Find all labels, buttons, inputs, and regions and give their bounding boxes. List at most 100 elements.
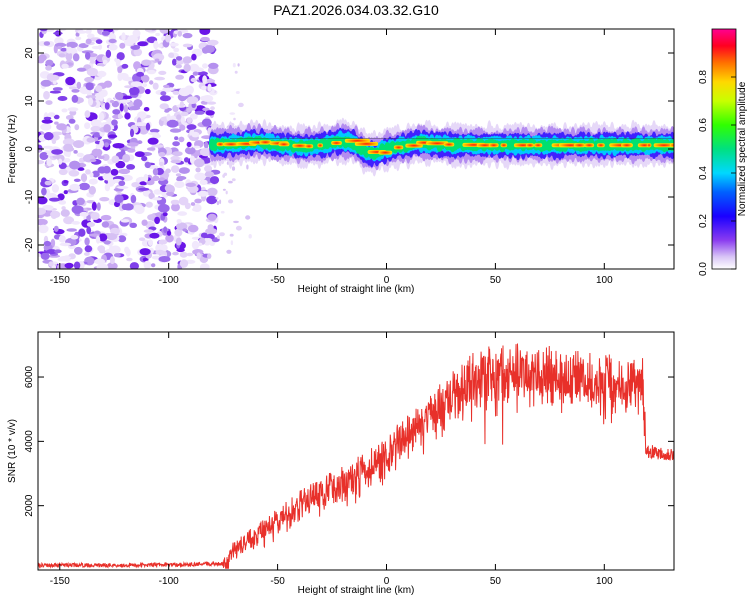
noise-blob — [96, 70, 107, 78]
noise-blob — [57, 257, 68, 262]
noise-blob — [248, 234, 252, 239]
noise-blob — [63, 180, 69, 184]
x-tick-label: -50 — [270, 275, 285, 286]
noise-blob — [106, 233, 118, 241]
noise-blob — [147, 69, 156, 75]
noise-blob — [78, 228, 86, 237]
noise-blob — [186, 117, 192, 124]
noise-blob — [192, 249, 204, 255]
noise-blob — [235, 225, 242, 231]
noise-blob — [204, 79, 216, 83]
noise-blob — [206, 101, 217, 105]
noise-blob — [60, 209, 70, 217]
noise-blob — [168, 52, 175, 58]
noise-blob — [68, 86, 78, 90]
noise-blob — [208, 62, 219, 69]
noise-blob — [54, 37, 64, 45]
noise-blob — [45, 59, 54, 66]
noise-blob — [116, 52, 125, 61]
noise-blob — [137, 140, 143, 145]
noise-blob — [141, 59, 152, 66]
noise-blob — [98, 233, 108, 242]
noise-blob — [206, 195, 218, 205]
noise-blob — [104, 102, 110, 110]
colorbar-tick-label: 0.6 — [698, 118, 709, 132]
noise-blob — [170, 155, 180, 161]
signal-core — [646, 143, 652, 148]
noise-blob — [38, 160, 45, 165]
noise-blob — [123, 203, 134, 211]
noise-blob — [53, 114, 60, 120]
noise-blob — [99, 197, 110, 202]
noise-blob — [90, 119, 102, 127]
noise-blob — [159, 95, 171, 102]
noise-blob — [141, 155, 148, 162]
noise-blob — [43, 90, 50, 100]
noise-blob — [122, 154, 131, 163]
noise-blob — [182, 32, 193, 39]
noise-blob — [86, 137, 96, 143]
noise-blob — [54, 121, 59, 125]
noise-blob — [207, 39, 219, 46]
noise-blob — [84, 76, 95, 83]
noise-blob — [165, 168, 171, 174]
noise-blob — [76, 81, 82, 90]
noise-blob — [199, 29, 211, 35]
noise-blob — [175, 64, 182, 69]
noise-blob — [187, 224, 199, 233]
noise-blob — [246, 164, 249, 170]
noise-blob — [38, 148, 42, 153]
noise-blob — [234, 70, 238, 74]
noise-blob — [217, 235, 220, 240]
colorbar-tick-label: 0.8 — [698, 70, 709, 84]
noise-blob — [207, 224, 214, 231]
noise-blob — [182, 56, 193, 64]
noise-blob — [110, 227, 120, 235]
noise-blob — [101, 221, 110, 228]
noise-blob — [91, 201, 97, 211]
noise-blob — [50, 211, 58, 219]
noise-blob — [199, 263, 210, 269]
noise-blob — [183, 63, 191, 72]
noise-blob — [66, 41, 78, 49]
noise-blob — [222, 174, 226, 178]
noise-blob — [170, 115, 176, 121]
noise-blob — [149, 80, 154, 85]
noise-blob — [63, 190, 68, 195]
noise-blob — [47, 74, 60, 81]
noise-blob — [170, 199, 180, 205]
noise-blob — [84, 122, 91, 130]
noise-blob — [153, 40, 159, 50]
noise-blob — [151, 263, 156, 268]
noise-blob — [169, 128, 182, 133]
signal-core — [331, 141, 342, 145]
noise-blob — [187, 185, 199, 193]
noise-blob — [108, 44, 118, 51]
noise-blob — [48, 197, 61, 202]
noise-blob — [157, 203, 170, 213]
noise-blob — [118, 168, 131, 175]
noise-blob — [86, 222, 95, 227]
noise-blob — [91, 148, 103, 157]
noise-blob — [63, 216, 75, 225]
noise-blob — [160, 91, 167, 96]
signal-core — [443, 142, 455, 147]
noise-blob — [186, 96, 199, 104]
noise-blob — [90, 60, 96, 64]
noise-blob — [108, 245, 114, 254]
noise-blob — [184, 202, 191, 210]
noise-blob — [69, 183, 81, 191]
noise-blob — [73, 261, 81, 269]
noise-blob — [76, 67, 87, 72]
x-tick-label: 100 — [596, 576, 613, 587]
signal-core — [584, 143, 595, 148]
noise-blob — [56, 29, 67, 32]
noise-blob — [89, 158, 97, 162]
noise-blob — [184, 146, 196, 155]
noise-blob — [130, 81, 143, 88]
noise-blob — [129, 262, 139, 269]
noise-blob — [51, 131, 63, 136]
noise-blob — [91, 170, 100, 178]
noise-blob — [127, 148, 136, 153]
